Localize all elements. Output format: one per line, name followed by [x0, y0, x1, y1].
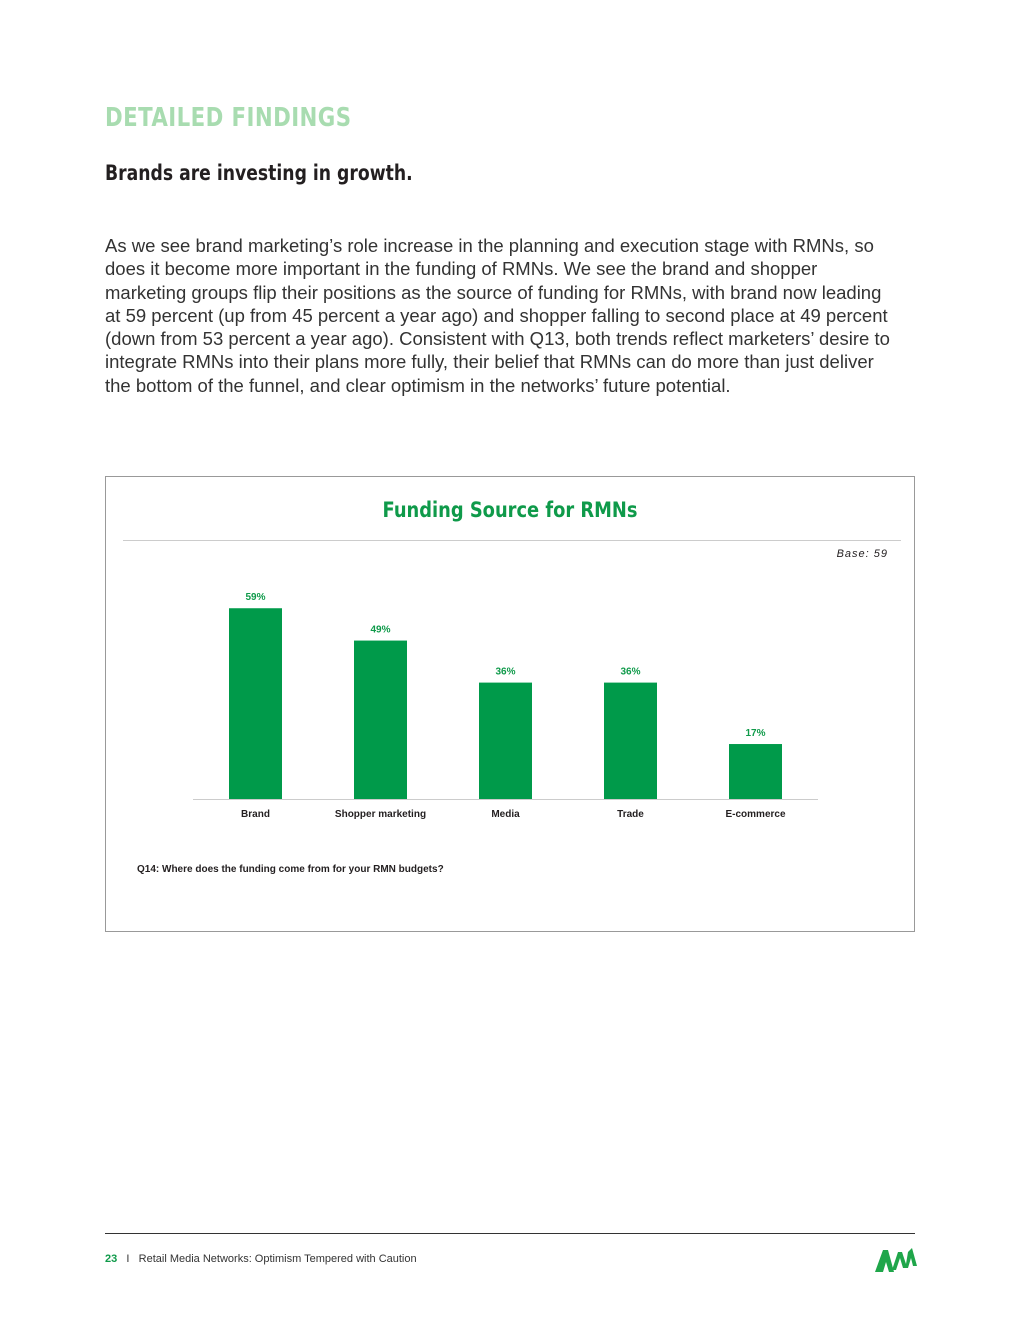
body-paragraph: As we see brand marketing’s role increas…	[105, 235, 890, 396]
bar	[729, 744, 782, 799]
data-label: 17%	[745, 728, 765, 739]
chart-divider	[123, 540, 901, 541]
data-label: 59%	[245, 592, 265, 603]
chart-container: Funding Source for RMNs Base: 59 59% Bran…	[105, 476, 915, 932]
ana-logo	[875, 1248, 917, 1272]
category-label: E-commerce	[725, 809, 785, 820]
section-heading: DETAILED FINDINGS	[105, 103, 352, 133]
bar	[604, 682, 657, 799]
page-number: 23	[105, 1253, 118, 1265]
category-label: Shopper marketing	[335, 809, 426, 820]
footer-title: Retail Media Networks: Optimism Tempered…	[138, 1253, 417, 1265]
bar	[229, 608, 282, 799]
bar	[479, 682, 532, 799]
category-label: Brand	[241, 809, 270, 820]
data-label: 36%	[620, 667, 640, 678]
category-label: Trade	[617, 809, 644, 820]
category-label: Media	[491, 809, 520, 820]
chart-base: Base: 59	[836, 548, 888, 560]
footer: 23 I Retail Media Networks: Optimism Tem…	[105, 1253, 417, 1265]
footer-divider	[105, 1233, 915, 1234]
subheading: Brands are investing in growth.	[105, 161, 413, 185]
bar	[354, 640, 407, 799]
question-note: Q14: Where does the funding come from fo…	[137, 864, 444, 875]
bar-chart: 59% Brand 49% Shopper marketing 36% Media 36% T…	[193, 592, 818, 820]
footer-separator: I	[126, 1253, 130, 1265]
data-label: 36%	[495, 667, 515, 678]
chart-title: Funding Source for RMNs	[382, 498, 638, 522]
data-label: 49%	[370, 625, 390, 636]
